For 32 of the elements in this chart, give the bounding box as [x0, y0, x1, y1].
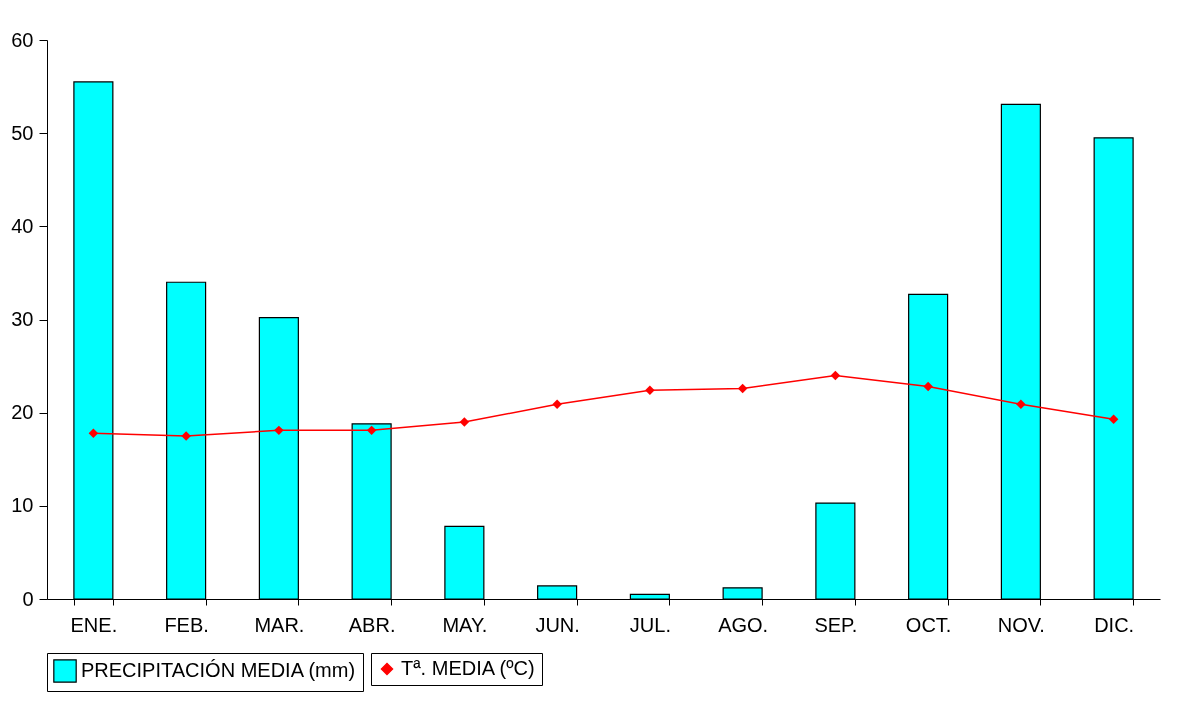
- point: [645, 385, 655, 396]
- x-tick-label: OCT.: [905, 613, 952, 636]
- point: [1108, 414, 1119, 424]
- point: [737, 383, 748, 394]
- y-tick-label: 10: [11, 494, 34, 517]
- x-tick-label: JUL.: [629, 613, 671, 636]
- x-tick-label: DIC.: [1094, 613, 1135, 636]
- x-tick-label: SEP.: [814, 613, 858, 636]
- y-tick-label: 20: [11, 401, 34, 424]
- point: [1016, 399, 1026, 410]
- point: [366, 425, 377, 436]
- x-tick-label: MAY.: [442, 613, 488, 636]
- point: [274, 425, 284, 436]
- y-tick-label: 50: [11, 121, 34, 144]
- y-tick-label: 0: [22, 587, 34, 610]
- y-tick-label: 60: [11, 28, 34, 51]
- legend-label: Tª. MEDIA (ºC): [401, 657, 535, 679]
- x-tick-label: FEB.: [164, 613, 209, 636]
- x-tick-label: MAR.: [254, 613, 305, 636]
- point: [830, 370, 841, 381]
- x-tick-label: JUN.: [535, 613, 580, 636]
- point: [923, 381, 933, 392]
- y-tick-label: 40: [11, 214, 34, 237]
- x-tick-label: AGO.: [718, 613, 769, 636]
- point: [88, 428, 99, 438]
- point: [459, 417, 470, 427]
- x-tick-label: ENE.: [70, 613, 118, 636]
- point: [552, 399, 562, 410]
- x-tick-label: ABR.: [348, 613, 396, 636]
- y-tick-label: 30: [11, 308, 34, 330]
- legend-label: PRECIPITACIÓN MEDIA (mm): [81, 659, 356, 681]
- x-tick-label: NOV.: [997, 613, 1045, 636]
